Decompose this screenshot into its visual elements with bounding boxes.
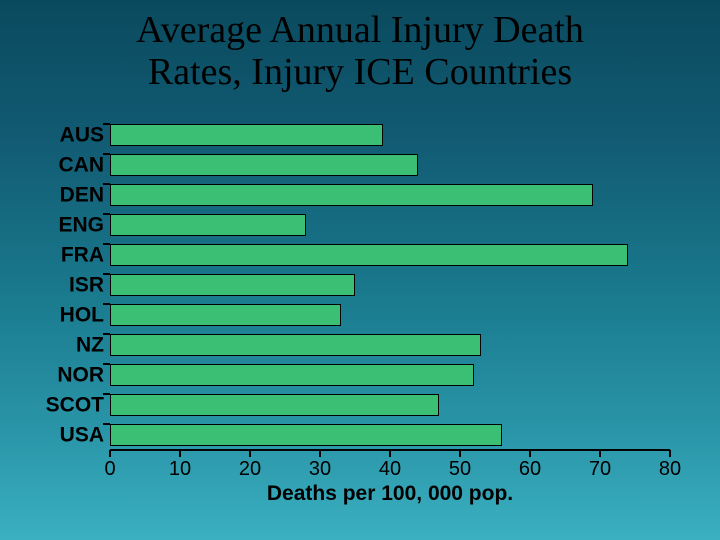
plot-area (110, 120, 670, 450)
y-label-nor: NOR (0, 365, 104, 386)
x-axis: 01020304050607080 Deaths per 100, 000 po… (110, 450, 670, 510)
y-label-isr: ISR (0, 275, 104, 296)
bar-fra (110, 244, 628, 267)
x-tick-label: 30 (309, 458, 331, 481)
x-tick-label: 10 (169, 458, 191, 481)
bar-den (110, 184, 593, 207)
y-tick (103, 183, 110, 185)
title-line-1: Average Annual Injury Death (136, 9, 584, 51)
y-label-can: CAN (0, 155, 104, 176)
y-tick (103, 423, 110, 425)
y-tick (103, 243, 110, 245)
y-tick (103, 123, 110, 125)
y-label-hol: HOL (0, 305, 104, 326)
bar-can (110, 154, 418, 177)
bar-scot (110, 394, 439, 417)
x-tick-label: 70 (589, 458, 611, 481)
x-tick (529, 450, 531, 457)
y-axis-labels: AUS CAN DEN ENG FRA ISR HOL NZ NOR SCOT USA (0, 120, 104, 450)
y-tick (103, 153, 110, 155)
y-label-eng: ENG (0, 215, 104, 236)
y-tick (103, 303, 110, 305)
y-tick (103, 333, 110, 335)
x-tick (109, 450, 111, 457)
x-tick-label: 20 (239, 458, 261, 481)
x-tick-label: 80 (659, 458, 681, 481)
x-tick (389, 450, 391, 457)
y-label-fra: FRA (0, 245, 104, 266)
page-title: Average Annual Injury Death Rates, Injur… (0, 0, 720, 94)
bar-hol (110, 304, 341, 327)
x-tick (249, 450, 251, 457)
bar-nz (110, 334, 481, 357)
bar-isr (110, 274, 355, 297)
y-tick (103, 363, 110, 365)
bar-nor (110, 364, 474, 387)
x-tick-label: 0 (104, 458, 115, 481)
x-axis-title: Deaths per 100, 000 pop. (110, 482, 670, 506)
y-label-nz: NZ (0, 335, 104, 356)
y-label-scot: SCOT (0, 395, 104, 416)
bar-usa (110, 424, 502, 447)
y-tick (103, 273, 110, 275)
x-tick-label: 50 (449, 458, 471, 481)
bar-aus (110, 124, 383, 147)
y-tick (103, 393, 110, 395)
bar-eng (110, 214, 306, 237)
y-label-aus: AUS (0, 125, 104, 146)
x-tick (599, 450, 601, 457)
x-tick (459, 450, 461, 457)
title-line-2: Rates, Injury ICE Countries (148, 51, 572, 93)
x-tick (319, 450, 321, 457)
x-tick-label: 60 (519, 458, 541, 481)
y-tick (103, 213, 110, 215)
x-tick (669, 450, 671, 457)
y-label-den: DEN (0, 185, 104, 206)
x-tick-label: 40 (379, 458, 401, 481)
chart-container: AUS CAN DEN ENG FRA ISR HOL NZ NOR SCOT USA 0 10 20 3… (0, 110, 720, 520)
y-label-usa: USA (0, 425, 104, 446)
x-tick (179, 450, 181, 457)
